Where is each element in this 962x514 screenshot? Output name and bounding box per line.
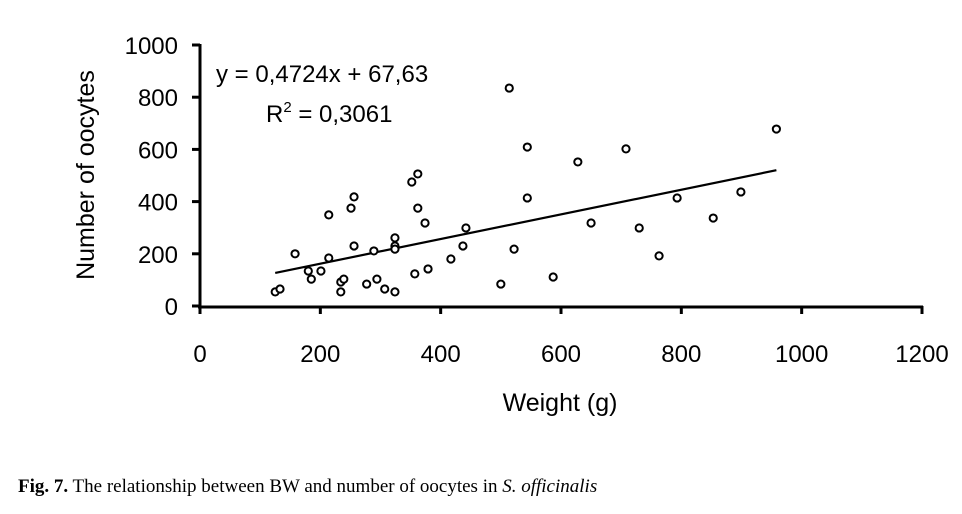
data-point: [339, 274, 349, 284]
x-tick-label: 200: [300, 341, 340, 368]
data-point: [708, 213, 718, 223]
y-axis-label: Number of oocytes: [72, 70, 100, 280]
data-point: [316, 266, 326, 276]
y-tick-label: 800: [138, 85, 178, 112]
data-point: [504, 83, 514, 93]
data-point: [413, 169, 423, 179]
r-squared-value: = 0,3061: [292, 101, 393, 128]
data-point: [573, 157, 583, 167]
data-point: [621, 144, 631, 154]
data-point: [407, 177, 417, 187]
data-point: [672, 193, 682, 203]
data-point: [509, 244, 519, 254]
r-squared-prefix: R: [266, 101, 283, 128]
data-point: [324, 210, 334, 220]
figure-caption: Fig. 7. The relationship between BW and …: [18, 476, 597, 498]
data-point: [446, 254, 456, 264]
data-point: [380, 284, 390, 294]
data-point: [423, 264, 433, 274]
data-point: [390, 233, 400, 243]
data-point: [420, 218, 430, 228]
y-tick-label: 0: [165, 294, 178, 321]
data-point: [303, 266, 313, 276]
data-point: [634, 223, 644, 233]
data-point: [324, 253, 334, 263]
data-point: [771, 124, 781, 134]
data-point: [306, 274, 316, 284]
data-point: [390, 287, 400, 297]
data-point: [290, 249, 300, 259]
caption-label: Fig. 7.: [18, 476, 69, 497]
y-tick-label: 600: [138, 137, 178, 164]
r-squared: R2 = 0,3061: [266, 99, 392, 128]
y-tick-label: 1000: [125, 33, 178, 60]
trend-line: [274, 169, 777, 275]
data-point: [496, 279, 506, 289]
data-point: [369, 246, 379, 256]
regression-equation: y = 0,4724x + 67,63: [216, 61, 428, 88]
data-point: [349, 192, 359, 202]
x-tick-label: 0: [193, 341, 206, 368]
data-point: [548, 272, 558, 282]
data-point: [413, 203, 423, 213]
data-point: [346, 203, 356, 213]
data-point: [349, 241, 359, 251]
data-point: [586, 218, 596, 228]
y-tick-label: 200: [138, 242, 178, 269]
r-squared-sup: 2: [283, 99, 291, 116]
x-tick-label: 1000: [775, 341, 828, 368]
x-tick-label: 1200: [895, 341, 948, 368]
data-point: [336, 287, 346, 297]
data-point: [458, 241, 468, 251]
data-point: [362, 279, 372, 289]
data-point: [654, 251, 664, 261]
data-point: [275, 284, 285, 294]
data-point: [522, 193, 532, 203]
data-point: [410, 269, 420, 279]
data-point: [522, 142, 532, 152]
x-tick-label: 800: [661, 341, 701, 368]
data-point: [736, 187, 746, 197]
y-tick-label: 400: [138, 190, 178, 217]
caption-species: S. officinalis: [502, 476, 598, 497]
data-point: [372, 274, 382, 284]
data-point: [461, 223, 471, 233]
x-axis-label: Weight (g): [503, 389, 618, 417]
x-tick-label: 400: [421, 341, 461, 368]
x-tick-label: 600: [541, 341, 581, 368]
caption-text: The relationship between BW and number o…: [68, 476, 503, 497]
data-point: [390, 244, 400, 254]
